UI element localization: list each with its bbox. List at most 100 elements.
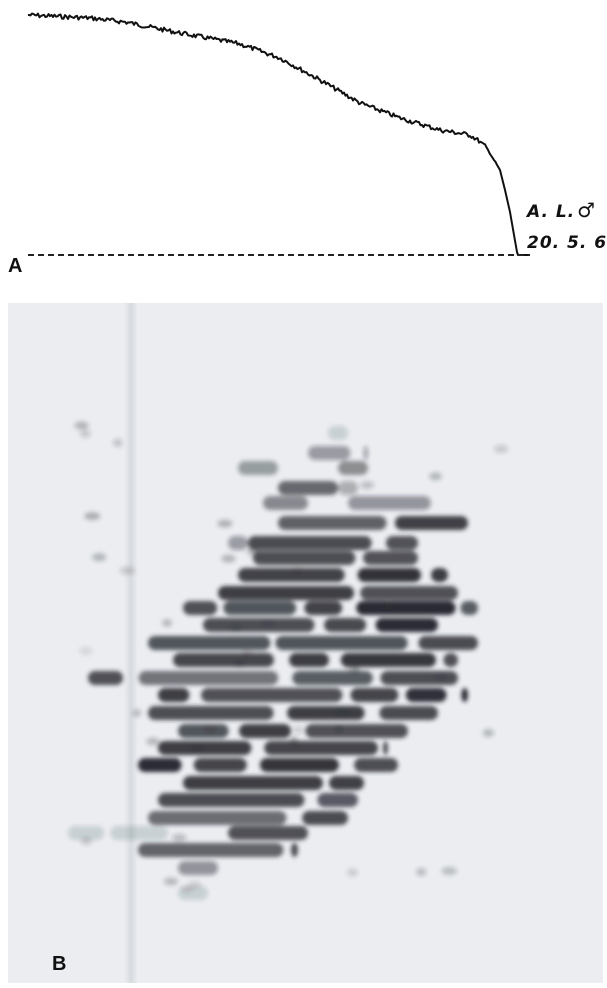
band-segment <box>354 758 398 772</box>
band-segment <box>304 601 343 615</box>
faint-spot <box>293 725 304 734</box>
band-segment <box>382 741 388 755</box>
band-segment <box>305 724 408 738</box>
faint-spot <box>360 481 375 490</box>
densitometer-trace <box>28 12 530 256</box>
band-segment <box>317 793 358 807</box>
band-segment <box>375 618 438 632</box>
band-segment <box>178 724 229 738</box>
band-segment <box>329 776 365 790</box>
faint-spot <box>290 566 304 575</box>
band-segment <box>238 461 278 475</box>
faint-spot <box>189 744 205 753</box>
specimen-annotation-initials: A. L. ♂ <box>527 198 596 222</box>
band-segment <box>394 516 468 530</box>
band-segment <box>292 671 373 685</box>
faint-spot <box>112 438 123 447</box>
band-segment <box>460 601 478 615</box>
band-segment <box>363 446 368 460</box>
faint-spot <box>290 736 299 745</box>
band-segment <box>173 653 274 667</box>
band-segment <box>418 636 478 650</box>
band-segment <box>223 601 297 615</box>
band-segment <box>324 618 367 632</box>
band-segment <box>158 688 190 702</box>
band-segment <box>238 568 345 582</box>
faint-spot <box>415 868 427 877</box>
faint-spot <box>80 429 91 438</box>
specimen-annotation-date: 20. 5. 67 <box>527 233 607 253</box>
band-segment <box>338 481 358 495</box>
faint-spot <box>441 866 457 875</box>
faint-spot <box>494 445 508 454</box>
band-segment <box>263 496 308 510</box>
faint-spot <box>334 724 343 733</box>
band-segment <box>363 551 418 565</box>
band-segment <box>290 843 298 857</box>
faint-spot <box>335 707 352 716</box>
band-segment <box>253 551 356 565</box>
band-segment <box>443 653 458 667</box>
faint-spot <box>229 624 243 633</box>
vertical-streak <box>124 303 138 983</box>
faint-spot <box>162 618 173 627</box>
panel-a-tracing: A A. L.♂ 20. 5. 67 <box>0 0 607 285</box>
band-segment <box>405 688 447 702</box>
faint-spot <box>482 728 494 737</box>
faint-spot <box>132 709 142 718</box>
band-segment <box>259 758 339 772</box>
faint-spot <box>84 512 101 521</box>
band-segment <box>200 688 343 702</box>
band-segment <box>228 536 248 550</box>
band-segment <box>138 843 284 857</box>
band-segment <box>357 568 422 582</box>
band-segment <box>148 811 287 825</box>
band-segment <box>461 688 468 702</box>
faint-spot <box>346 868 358 877</box>
band-segment <box>264 741 378 755</box>
band-segment <box>356 601 456 615</box>
band-segment <box>379 706 438 720</box>
band-segment <box>302 811 348 825</box>
faint-spot <box>163 877 178 886</box>
faint-spot <box>247 547 260 556</box>
initials-text: A. L. <box>527 202 576 222</box>
faint-spot <box>203 724 217 733</box>
band-segment <box>138 758 182 772</box>
band-segment <box>178 861 218 875</box>
band-segment <box>328 426 348 440</box>
band-segment <box>148 636 271 650</box>
band-segment <box>68 826 105 840</box>
band-segment <box>278 481 338 495</box>
band-segment <box>88 671 124 685</box>
trace-curve <box>28 12 530 256</box>
faint-spot <box>80 837 93 846</box>
band-segment <box>308 446 351 460</box>
band-segment <box>193 758 247 772</box>
band-segment <box>431 568 448 582</box>
band-segment <box>289 653 329 667</box>
band-segment <box>110 826 168 840</box>
band-segment <box>239 724 291 738</box>
band-segment <box>183 601 218 615</box>
band-segment <box>158 793 305 807</box>
faint-spot <box>172 833 187 842</box>
banding-pattern-image <box>68 303 508 983</box>
band-segment <box>275 636 408 650</box>
faint-spot <box>79 646 93 655</box>
panel-b-label: B <box>52 953 67 975</box>
faint-spot <box>351 665 361 674</box>
faint-spot <box>260 619 276 628</box>
band-segment <box>338 461 368 475</box>
faint-spot <box>429 472 442 481</box>
band-segment <box>203 618 315 632</box>
band-segment <box>148 706 274 720</box>
band-segment <box>248 536 372 550</box>
faint-spot <box>92 553 107 562</box>
faint-spot <box>188 880 202 889</box>
faint-spot <box>119 566 135 575</box>
band-segment <box>385 536 418 550</box>
panel-a-label: A <box>8 255 23 277</box>
band-segment <box>360 586 458 600</box>
faint-spot <box>221 554 236 563</box>
